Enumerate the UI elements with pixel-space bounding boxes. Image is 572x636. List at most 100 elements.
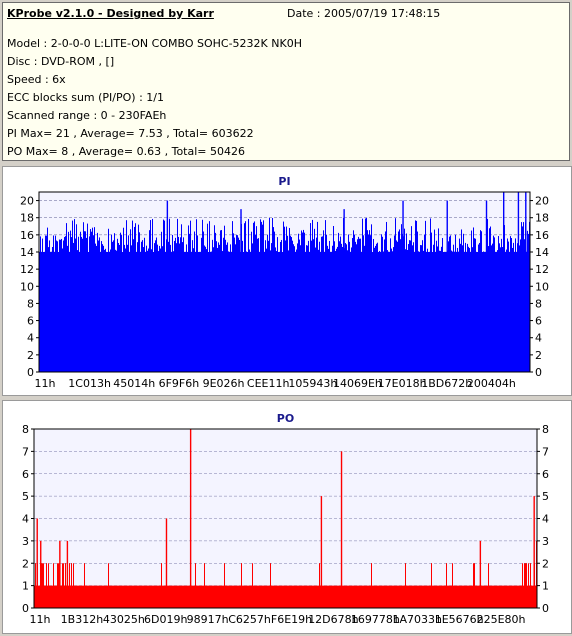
bar	[90, 229, 91, 372]
bar	[35, 563, 36, 608]
y-tick-label-right: 2	[542, 557, 549, 570]
bar	[502, 247, 503, 372]
bar	[122, 264, 123, 372]
bar	[231, 266, 232, 372]
bar	[292, 240, 293, 372]
bar	[144, 237, 145, 372]
bar	[528, 563, 529, 608]
bar	[270, 250, 271, 372]
bar	[183, 237, 184, 372]
bar	[522, 226, 523, 372]
bar	[72, 220, 73, 372]
bar	[56, 240, 57, 372]
bar	[349, 241, 350, 372]
bar	[370, 235, 371, 372]
bar-spike	[59, 540, 61, 608]
bar	[323, 230, 324, 372]
bar	[377, 242, 378, 372]
bar	[528, 233, 529, 372]
bar	[426, 262, 427, 372]
bar	[467, 243, 468, 372]
y-tick-label-left: 1	[22, 580, 29, 593]
bar	[462, 245, 463, 372]
bar	[522, 563, 523, 608]
bar-spike	[446, 200, 448, 372]
y-tick-label-left: 2	[22, 557, 29, 570]
bar	[63, 563, 64, 608]
bar	[392, 251, 393, 372]
bar-spike	[533, 496, 535, 608]
bar	[446, 563, 447, 608]
bar	[351, 247, 352, 372]
bar	[345, 243, 346, 372]
bar	[457, 247, 458, 372]
plot-frame	[38, 191, 531, 373]
bar	[188, 225, 189, 372]
po-summary-line: PO Max= 8 , Average= 0.63 , Total= 50426	[7, 145, 245, 158]
bar	[41, 266, 42, 372]
bar	[146, 245, 147, 372]
bar	[406, 233, 407, 372]
bar	[507, 238, 508, 372]
bar	[449, 236, 450, 372]
y-tick-label-right: 8	[542, 423, 549, 436]
bar	[514, 266, 515, 372]
bar	[171, 269, 172, 372]
bar	[353, 230, 354, 372]
bar	[127, 244, 128, 372]
bar	[381, 234, 382, 372]
bar	[412, 245, 413, 372]
bar	[206, 249, 207, 372]
bar	[257, 238, 258, 372]
bar	[96, 245, 97, 372]
y-tick-label-right: 8	[535, 297, 542, 310]
y-tick-label-right: 18	[535, 212, 549, 225]
bar	[332, 245, 333, 372]
bar	[356, 244, 357, 372]
y-tick-label-right: 14	[535, 246, 549, 259]
bar	[530, 563, 531, 608]
bar	[485, 268, 486, 372]
bar	[432, 263, 433, 372]
bar	[398, 231, 399, 372]
bar	[133, 239, 134, 372]
bar	[235, 244, 236, 372]
bar	[86, 237, 87, 372]
bar	[401, 224, 402, 372]
bar	[456, 267, 457, 372]
bar	[484, 265, 485, 372]
bar	[262, 224, 263, 372]
bar	[478, 244, 479, 372]
bar	[137, 242, 138, 372]
x-tick-label: 43025h	[103, 613, 145, 626]
bar	[151, 249, 152, 372]
bar	[64, 237, 65, 372]
bar	[120, 232, 121, 372]
bar	[275, 247, 276, 372]
y-tick-label-right: 1	[542, 580, 549, 593]
bar	[458, 251, 459, 372]
bar	[281, 239, 282, 372]
bar	[288, 250, 289, 372]
bar	[526, 563, 527, 608]
app-title: KProbe v2.1.0 - Designed by Karr	[7, 7, 214, 20]
bar	[395, 218, 396, 372]
bar	[119, 244, 120, 372]
y-tick-label-left: 20	[20, 195, 34, 208]
y-tick-label-right: 5	[542, 490, 549, 503]
bar	[304, 232, 305, 372]
bar	[193, 248, 194, 372]
bar	[149, 230, 150, 372]
bar	[493, 235, 494, 372]
bar	[73, 563, 74, 608]
bar	[277, 237, 278, 372]
bar	[471, 230, 472, 372]
bar	[464, 266, 465, 372]
range-line: Scanned range : 0 - 230FAEh	[7, 109, 167, 122]
x-tick-label: F6E19h	[271, 613, 312, 626]
bar	[217, 247, 218, 372]
bar-spike	[189, 429, 192, 608]
bar	[273, 227, 274, 372]
bar	[89, 236, 90, 372]
bar	[465, 242, 466, 372]
